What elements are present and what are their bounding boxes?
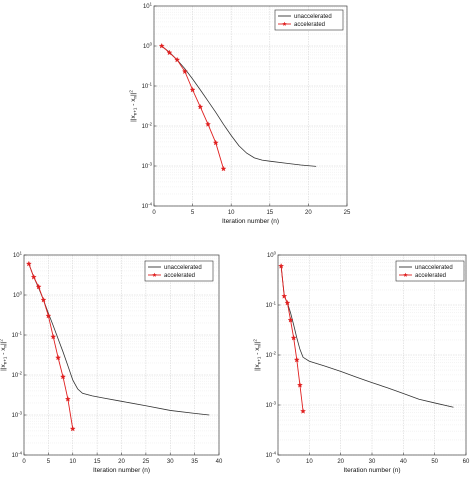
legend-entry-unaccelerated: unaccelerated <box>294 14 332 20</box>
legend: unaccelerated accelerated <box>274 9 344 31</box>
chart-panel-3: 0 10 20 30 40 50 60 10-4 10-3 10-2 10-1 100 Iteratio… <box>253 251 470 474</box>
y-tick-label: 10-2 <box>266 351 277 359</box>
data-point-accelerated <box>55 354 61 361</box>
y-tick-label: 101 <box>143 2 153 10</box>
data-layer <box>26 260 210 432</box>
data-point-accelerated <box>300 408 306 414</box>
x-tick-label: 20 <box>118 459 125 465</box>
data-point-accelerated <box>60 373 66 380</box>
x-tick-label: 5 <box>191 210 195 216</box>
y-tick-label: 10-4 <box>142 202 153 210</box>
y-tick-label: 10-1 <box>266 301 277 309</box>
y-tick-label: 10-1 <box>142 82 153 90</box>
legend-marker-accelerated <box>282 21 287 26</box>
y-tick-label: 10-3 <box>142 162 153 170</box>
y-tick-label: 10-3 <box>12 411 23 419</box>
data-point-accelerated <box>212 139 219 146</box>
y-tick-label: 10-1 <box>12 331 23 339</box>
legend: unaccelerated accelerated <box>144 260 214 282</box>
x-tick-label: 50 <box>431 459 438 465</box>
x-tick-label: 0 <box>276 459 280 465</box>
data-point-accelerated <box>35 283 42 290</box>
y-tick-label: 10-4 <box>266 451 277 459</box>
legend-entry-unaccelerated: unaccelerated <box>415 265 453 271</box>
x-tick-label: 25 <box>344 210 351 216</box>
data-point-accelerated <box>50 333 57 340</box>
legend-entry-accelerated: accelerated <box>415 273 446 279</box>
legend-box <box>144 260 214 282</box>
x-tick-label: 40 <box>400 459 407 465</box>
y-tick-label: 101 <box>13 251 23 259</box>
series-line-accelerated <box>28 263 74 429</box>
x-tick-label: 15 <box>266 210 273 216</box>
data-point-accelerated <box>278 263 284 269</box>
y-tick-label: 10-4 <box>12 451 23 459</box>
plot-area <box>154 6 347 206</box>
y-tick-label: 10-3 <box>266 401 277 409</box>
legend-box <box>395 260 465 282</box>
legend-entry-unaccelerated: unaccelerated <box>164 265 202 271</box>
data-point-accelerated <box>69 425 76 432</box>
data-point-accelerated <box>26 260 32 267</box>
x-tick-label: 20 <box>305 210 312 216</box>
x-tick-label: 30 <box>167 459 174 465</box>
y-tick-label: 10-2 <box>142 122 153 130</box>
x-tick-label: 10 <box>228 210 235 216</box>
x-tick-label: 40 <box>216 459 223 465</box>
x-tick-label: 5 <box>47 459 51 465</box>
x-tick-label: 10 <box>69 459 76 465</box>
legend-marker-accelerated <box>403 272 408 277</box>
data-point-accelerated <box>287 317 294 323</box>
x-axis-label: Iteration number (n) <box>222 218 279 225</box>
x-tick-label: 0 <box>22 459 26 465</box>
y-tick-label: 10-2 <box>12 371 23 379</box>
data-point-accelerated <box>293 356 300 363</box>
data-point-accelerated <box>40 297 47 303</box>
x-axis-label: Iteration number (n) <box>343 467 400 474</box>
data-point-accelerated <box>284 299 291 306</box>
y-axis-label: ||xn+1 - xn||2 <box>0 339 8 371</box>
x-tick-label: 15 <box>94 459 101 465</box>
legend-entry-accelerated: accelerated <box>294 22 325 28</box>
data-layer <box>158 43 317 172</box>
x-tick-label: 20 <box>337 459 344 465</box>
x-axis-label: Iteration number (n) <box>93 467 150 474</box>
data-point-accelerated <box>197 103 204 110</box>
y-axis-label: ||xn+1 - xn||2 <box>253 339 262 371</box>
y-tick-label: 100 <box>267 251 277 259</box>
x-tick-label: 60 <box>463 459 470 465</box>
data-point-accelerated <box>30 274 37 280</box>
y-tick-label: 100 <box>13 291 23 299</box>
y-axis-label: ||xn+1 - xn||2 <box>129 90 138 122</box>
data-point-accelerated <box>205 121 211 127</box>
legend-entry-accelerated: accelerated <box>164 273 195 279</box>
data-point-accelerated <box>297 382 303 388</box>
data-point-accelerated <box>281 293 288 299</box>
chart-panel-1: 0 5 10 15 20 25 10-4 10-3 10-2 10-1 100 101 Iteratio… <box>129 2 351 225</box>
legend-box <box>274 9 344 31</box>
series-line-unaccelerated <box>280 266 454 408</box>
x-tick-label: 35 <box>191 459 198 465</box>
legend: unaccelerated accelerated <box>395 260 465 282</box>
x-tick-label: 30 <box>369 459 376 465</box>
x-tick-label: 10 <box>306 459 313 465</box>
data-point-accelerated <box>290 334 297 341</box>
data-layer <box>278 263 454 414</box>
data-point-accelerated <box>45 312 52 319</box>
data-point-accelerated <box>189 86 196 93</box>
data-point-accelerated <box>166 49 173 56</box>
legend-marker-accelerated <box>152 272 157 277</box>
data-point-accelerated <box>182 68 188 74</box>
plot-frame <box>153 5 348 207</box>
data-point-accelerated <box>158 43 165 49</box>
chart-panel-2: 0 5 10 15 20 25 30 35 40 10-4 10-3 10-2 10-1 100 101 It… <box>0 251 223 474</box>
x-tick-label: 0 <box>152 210 156 216</box>
data-point-accelerated <box>65 396 71 402</box>
y-tick-label: 100 <box>143 42 153 50</box>
series-line-unaccelerated <box>161 45 317 167</box>
x-tick-label: 25 <box>143 459 150 465</box>
data-point-accelerated <box>220 165 227 172</box>
data-point-accelerated <box>174 56 181 63</box>
